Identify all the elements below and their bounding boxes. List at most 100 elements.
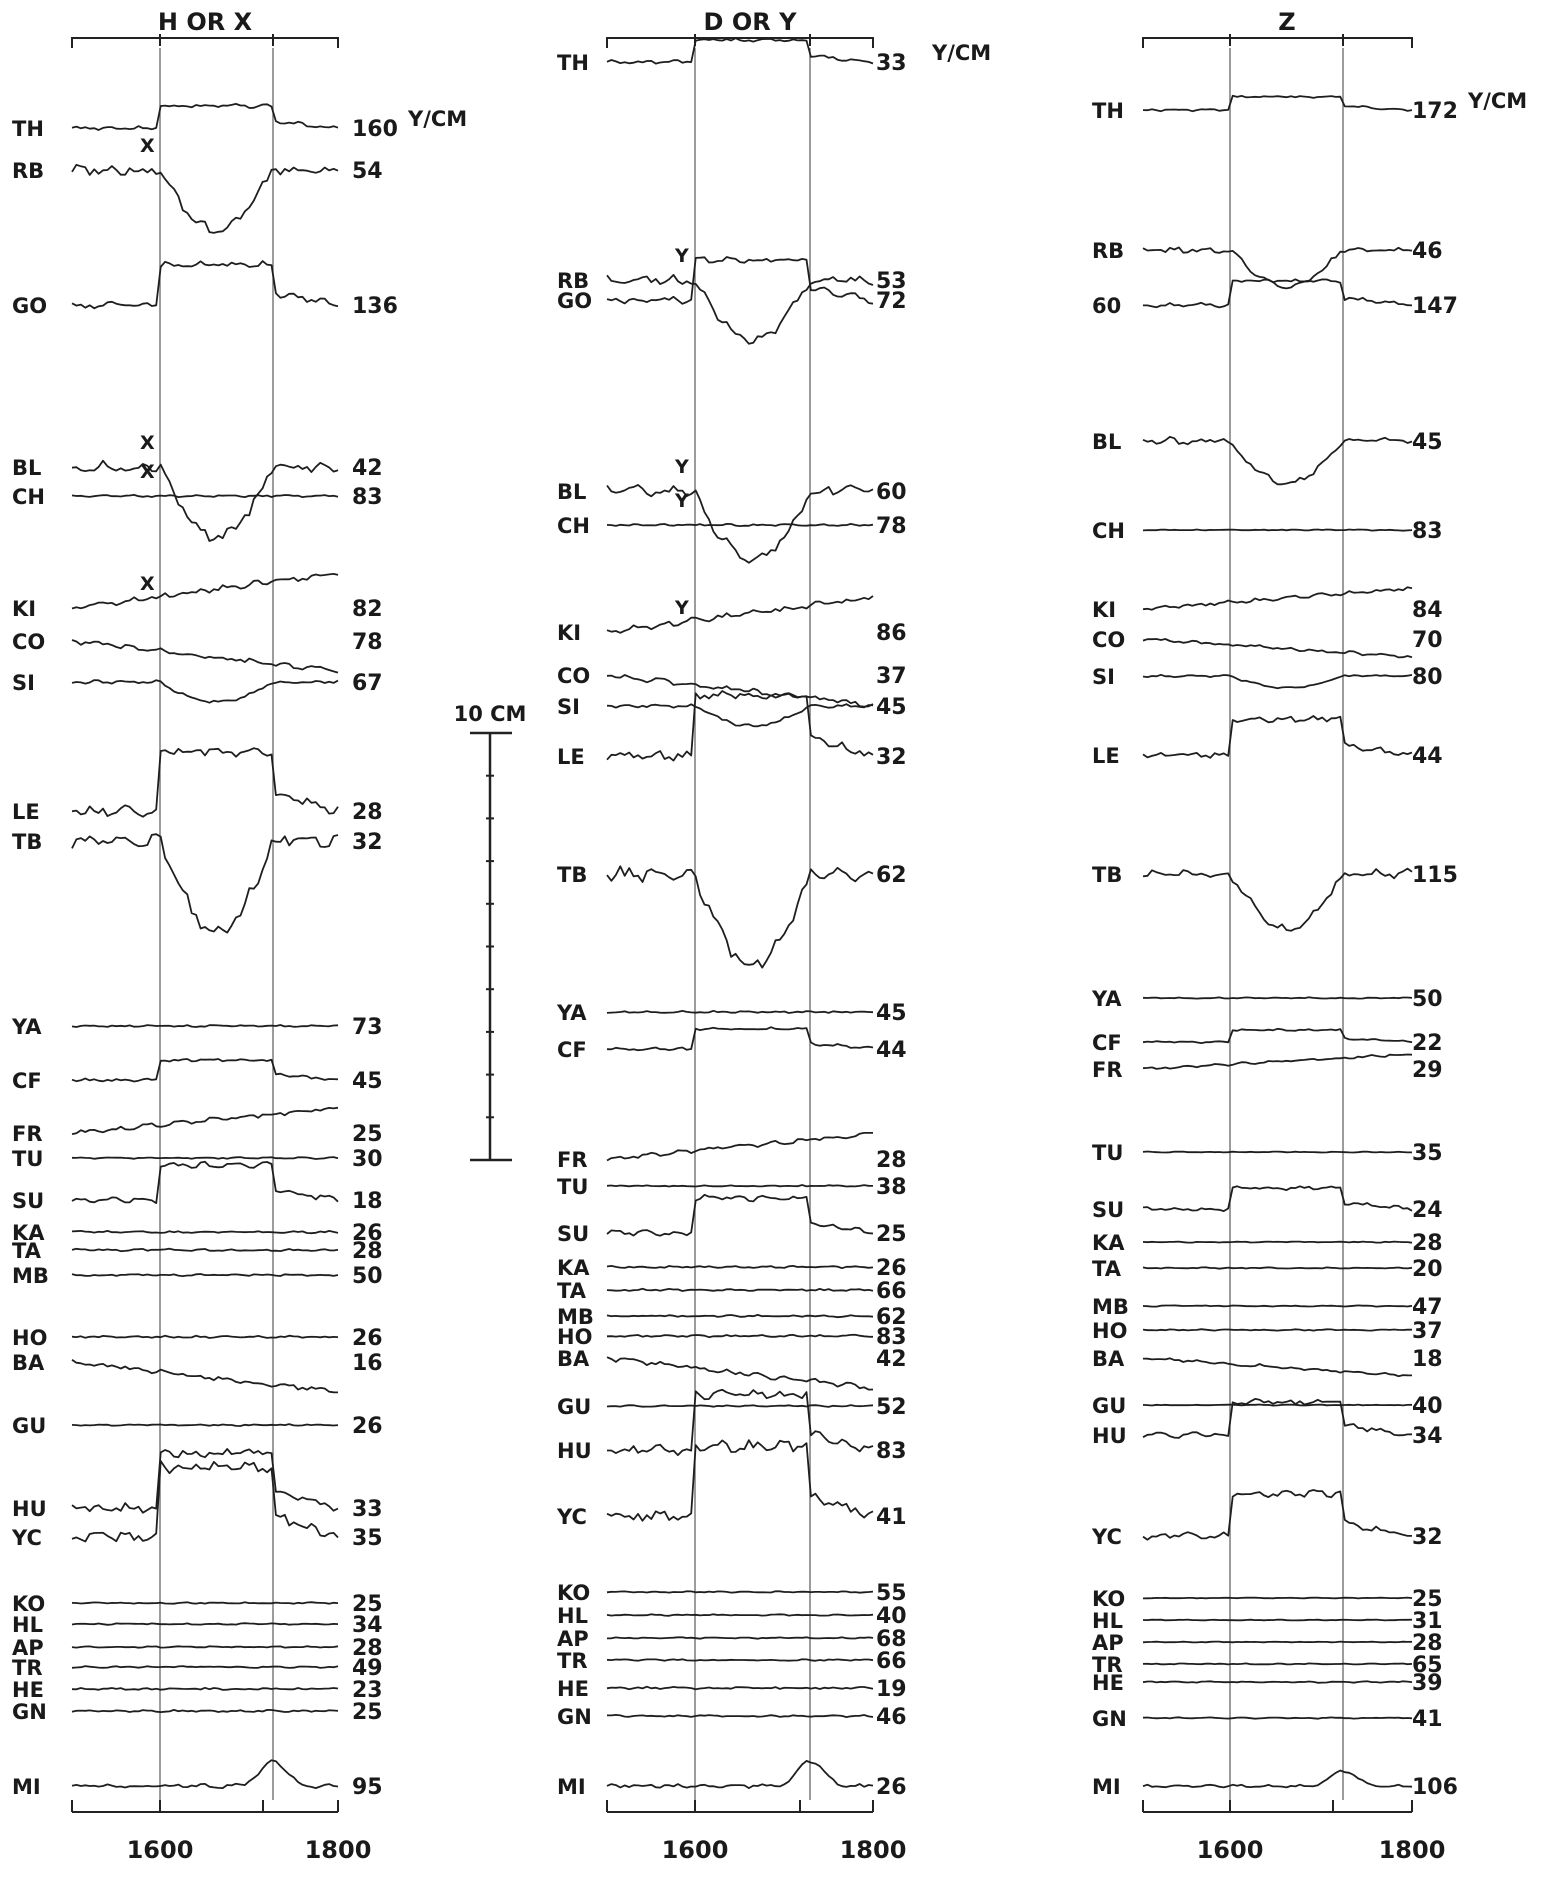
scale-value: 29 (1412, 1058, 1443, 1083)
station-label: FR (1092, 1058, 1123, 1082)
scale-value: 16 (352, 1351, 383, 1376)
trace-bl (71, 459, 339, 542)
scale-value: 83 (352, 485, 383, 510)
station-label: TA (1092, 1257, 1122, 1281)
trace-gn (607, 1714, 874, 1718)
station-label: MI (12, 1775, 41, 1799)
trace-cf (1142, 1027, 1413, 1044)
scale-value: 28 (352, 1636, 383, 1661)
station-label: YA (556, 1001, 587, 1025)
scale-value: 50 (1412, 987, 1443, 1012)
scale-value: 32 (352, 830, 383, 855)
station-label: GU (1092, 1394, 1126, 1418)
scale-value: 34 (1412, 1424, 1443, 1449)
scale-value: 35 (352, 1526, 383, 1551)
x-tick-label: 1800 (305, 1836, 372, 1864)
scale-value: 26 (876, 1256, 907, 1281)
scale-value: 78 (876, 514, 907, 539)
scale-value: 26 (352, 1414, 383, 1439)
trace-yc (1142, 1489, 1412, 1541)
station-label: CF (1092, 1031, 1122, 1055)
scale-value: 62 (876, 863, 907, 888)
scale-value: 50 (352, 1264, 383, 1289)
station-label: 60 (1092, 294, 1121, 318)
scale-value: 41 (876, 1505, 907, 1530)
trace-ap (606, 1636, 874, 1640)
panel-title: H OR X (158, 8, 253, 36)
trace-mi (606, 1760, 874, 1789)
panel-title: D OR Y (704, 8, 798, 36)
station-label: BA (1092, 1347, 1125, 1371)
scale-value: 47 (1412, 1295, 1443, 1320)
x-tick-label: 1600 (127, 1836, 194, 1864)
trace-si (606, 703, 874, 728)
station-label: TH (1092, 99, 1124, 123)
scale-value: 82 (352, 597, 383, 622)
scale-value: 68 (876, 1627, 907, 1652)
scale-value: 26 (352, 1221, 383, 1246)
scale-value: 52 (876, 1395, 907, 1420)
trace-gu (1142, 1403, 1413, 1407)
panel-title: Z (1278, 8, 1295, 36)
station-label: CF (557, 1038, 587, 1062)
station-label: MI (1092, 1775, 1121, 1799)
station-label: SU (12, 1189, 44, 1213)
scale-value: 66 (876, 1649, 907, 1674)
trace-hu (1142, 1398, 1413, 1439)
station-label: BL (1092, 430, 1121, 454)
scale-value: 40 (876, 1604, 907, 1629)
scale-value: 28 (876, 1148, 907, 1173)
trace-go (606, 256, 874, 305)
station-label: KA (12, 1221, 45, 1245)
scale-value: 66 (876, 1279, 907, 1304)
station-label: TU (557, 1175, 588, 1199)
trace-hu (607, 1388, 874, 1456)
trace-cf (606, 1026, 874, 1052)
scale-value: 60 (876, 480, 907, 505)
station-label: AP (557, 1627, 589, 1651)
scale-bar: 10 CM (454, 702, 526, 1162)
scale-value: 35 (1412, 1141, 1443, 1166)
scale-value: 54 (352, 159, 383, 184)
onset-marker: Y (674, 490, 689, 512)
station-label: TH (557, 51, 589, 75)
trace-tb (71, 833, 339, 934)
station-label: MI (557, 1775, 586, 1799)
trace-ya (606, 1009, 874, 1014)
scale-value: 80 (1412, 665, 1443, 690)
station-label: KI (12, 597, 36, 621)
trace-th (606, 37, 874, 65)
scale-value: 83 (1412, 519, 1443, 544)
scale-value: 67 (352, 671, 383, 696)
station-label: YC (11, 1526, 42, 1550)
trace-ap (1142, 1640, 1413, 1644)
station-label: LE (12, 800, 40, 824)
scale-value: 45 (876, 695, 907, 720)
station-label: KO (12, 1592, 45, 1616)
scale-value: 55 (876, 1581, 907, 1606)
station-label: HE (557, 1677, 589, 1701)
trace-su (606, 1193, 874, 1237)
station-label: KO (1092, 1587, 1125, 1611)
station-label: YC (1091, 1525, 1122, 1549)
scale-value: 46 (1412, 239, 1443, 264)
x-tick-label: 1600 (662, 1836, 729, 1864)
station-label: RB (12, 159, 44, 183)
unit-label: Y/CM (931, 41, 991, 65)
trace-ba (606, 1356, 874, 1391)
scale-value: 62 (876, 1305, 907, 1330)
station-label: HU (557, 1439, 592, 1463)
scale-value: 78 (352, 630, 383, 655)
scale-value: 24 (1412, 1198, 1443, 1223)
scale-value: 44 (876, 1038, 907, 1063)
station-label: GO (12, 294, 47, 318)
scale-value: 42 (876, 1347, 907, 1372)
station-label: CH (1092, 519, 1125, 543)
trace-gn (1142, 1716, 1413, 1720)
trace-gn (71, 1709, 339, 1713)
onset-marker: X (140, 135, 155, 157)
trace-ta (606, 1287, 874, 1292)
title-bracket (71, 37, 339, 48)
scale-value: 38 (876, 1175, 907, 1200)
scale-value: 160 (352, 117, 398, 142)
